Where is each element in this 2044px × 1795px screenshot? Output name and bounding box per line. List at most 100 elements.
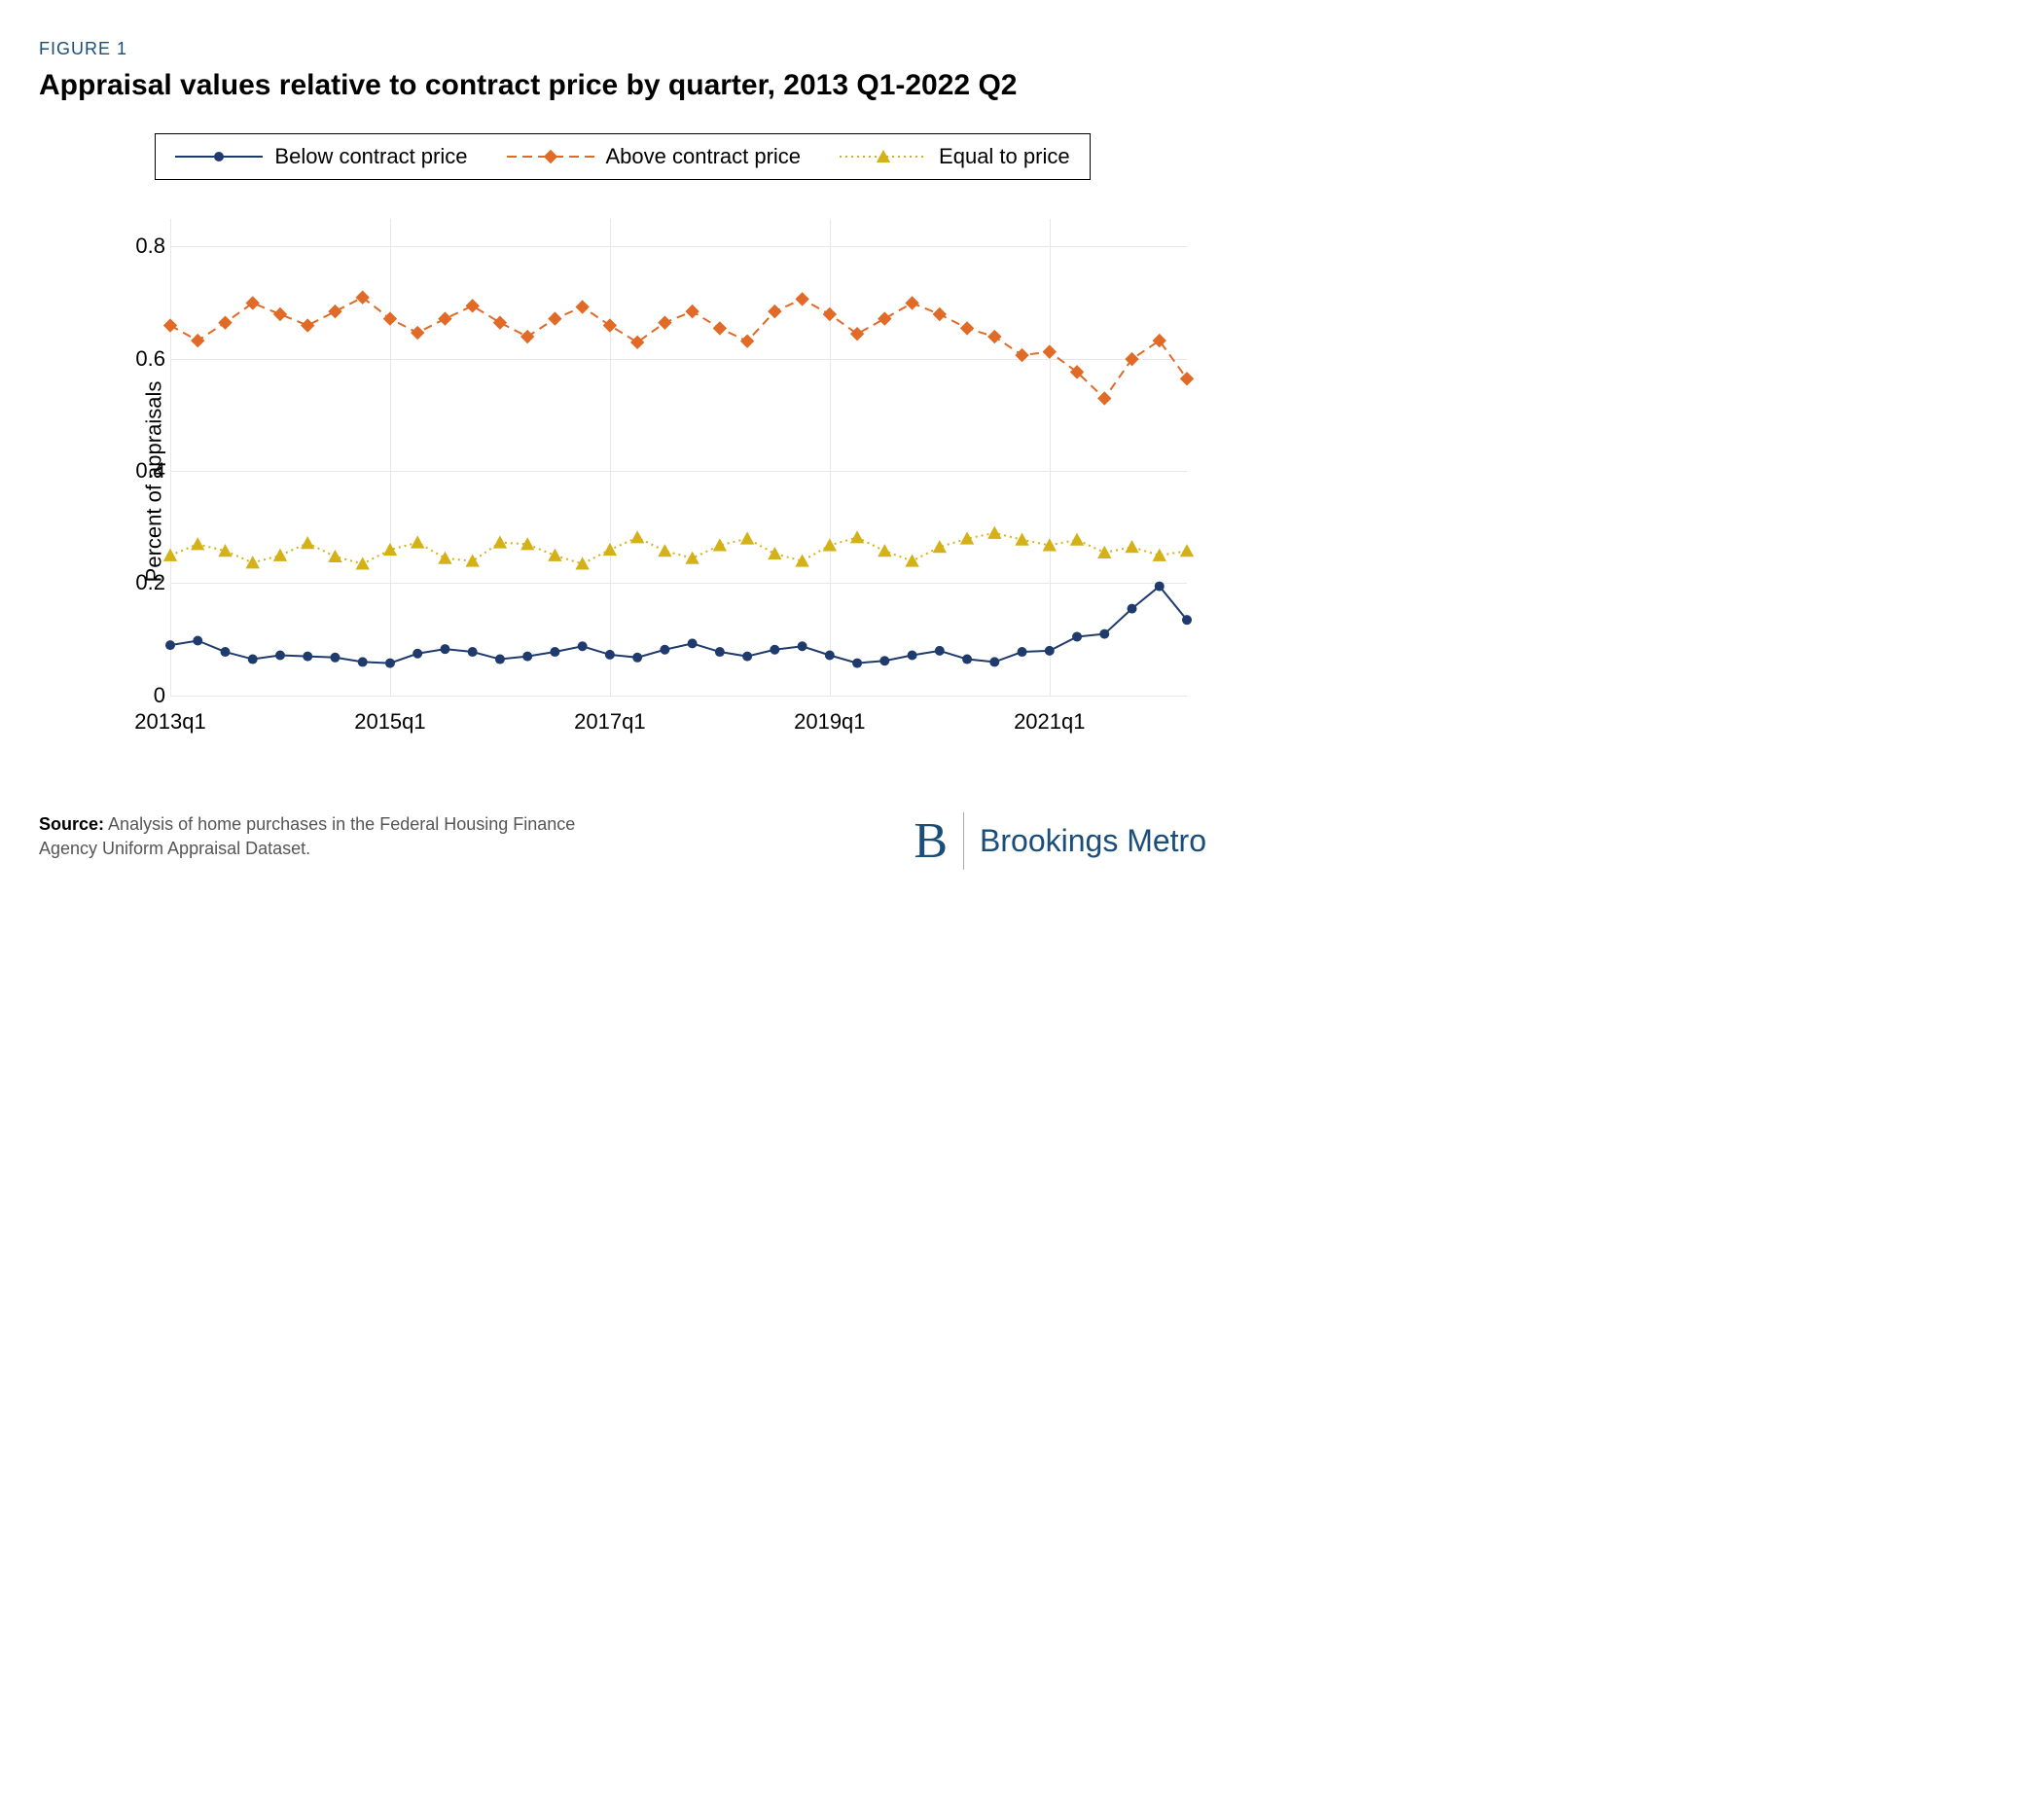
legend-swatch xyxy=(840,147,927,166)
y-tick-label: 0.8 xyxy=(126,233,165,259)
data-point xyxy=(630,530,644,543)
figure-label: FIGURE 1 xyxy=(39,39,1206,59)
series-line xyxy=(170,532,1187,563)
data-point xyxy=(713,321,727,335)
legend-label: Above contract price xyxy=(606,144,802,169)
brand-logo: B Brookings Metro xyxy=(914,812,1206,870)
data-point xyxy=(165,640,175,650)
data-point xyxy=(713,538,727,551)
legend-item: Equal to price xyxy=(840,144,1070,169)
chart-plot: 00.20.40.60.82013q12015q12017q12019q1202… xyxy=(170,219,1187,696)
data-point xyxy=(575,300,589,313)
data-point xyxy=(715,647,725,657)
data-point xyxy=(1015,347,1028,361)
y-tick-label: 0 xyxy=(126,683,165,708)
data-point xyxy=(603,542,617,555)
data-point xyxy=(960,321,974,335)
source-body: Analysis of home purchases in the Federa… xyxy=(39,814,575,858)
data-point xyxy=(768,546,781,558)
data-point xyxy=(962,654,972,664)
data-point xyxy=(495,654,505,664)
data-point xyxy=(795,554,808,566)
data-point xyxy=(770,644,779,654)
data-point xyxy=(301,536,314,549)
data-point xyxy=(275,650,285,660)
data-point xyxy=(191,537,204,550)
data-point xyxy=(220,647,230,657)
data-point xyxy=(1070,532,1084,545)
data-point xyxy=(935,645,945,655)
legend-item: Above contract price xyxy=(507,144,802,169)
data-point xyxy=(1182,615,1192,625)
figure-footer: Source: Analysis of home purchases in th… xyxy=(39,812,1206,870)
data-point xyxy=(1155,581,1165,591)
data-point xyxy=(742,651,752,661)
source-text: Source: Analysis of home purchases in th… xyxy=(39,812,584,861)
data-point xyxy=(795,292,808,305)
brand-letter: B xyxy=(914,812,964,870)
gridline-horizontal xyxy=(170,696,1187,697)
data-point xyxy=(660,644,669,654)
data-point xyxy=(1128,603,1137,613)
legend-swatch xyxy=(507,147,594,166)
x-tick-label: 2013q1 xyxy=(134,709,205,735)
y-tick-label: 0.6 xyxy=(126,346,165,372)
data-point xyxy=(987,329,1001,342)
data-point xyxy=(301,318,314,332)
data-point xyxy=(1125,351,1138,365)
source-label: Source: xyxy=(39,814,104,834)
legend-swatch xyxy=(175,147,263,166)
data-point xyxy=(440,644,449,654)
data-point xyxy=(520,329,534,342)
data-point xyxy=(632,652,642,662)
data-point xyxy=(303,651,312,661)
data-point xyxy=(685,551,699,563)
data-point xyxy=(191,333,204,346)
data-point xyxy=(908,650,917,660)
data-point xyxy=(933,540,947,553)
data-point xyxy=(412,648,422,658)
data-point xyxy=(768,304,781,317)
x-tick-label: 2019q1 xyxy=(794,709,865,735)
data-point xyxy=(798,641,807,651)
data-point xyxy=(989,657,999,666)
data-point xyxy=(823,306,837,320)
data-point xyxy=(1015,532,1028,545)
data-point xyxy=(630,335,644,348)
data-point xyxy=(1099,628,1109,638)
data-point xyxy=(850,530,864,543)
data-point xyxy=(878,544,891,556)
brand-name: Brookings Metro xyxy=(980,823,1206,859)
legend-item: Below contract price xyxy=(175,144,467,169)
data-point xyxy=(356,556,370,569)
y-tick-label: 0.4 xyxy=(126,458,165,484)
data-point xyxy=(1097,545,1111,557)
data-point xyxy=(438,551,451,563)
data-point xyxy=(1180,544,1194,556)
y-tick-label: 0.2 xyxy=(126,570,165,595)
x-tick-label: 2017q1 xyxy=(574,709,645,735)
data-point xyxy=(905,554,918,566)
data-point xyxy=(273,548,287,560)
data-point xyxy=(658,544,671,556)
data-point xyxy=(658,315,671,329)
data-point xyxy=(468,647,478,657)
data-point xyxy=(878,311,891,325)
data-point xyxy=(850,326,864,340)
data-point xyxy=(328,304,341,317)
legend-label: Below contract price xyxy=(274,144,467,169)
data-point xyxy=(248,654,258,664)
data-point xyxy=(578,641,588,651)
chart-legend: Below contract price Above contract price… xyxy=(155,133,1090,180)
data-point xyxy=(522,651,532,661)
data-point xyxy=(1097,391,1111,405)
data-point xyxy=(328,549,341,561)
data-point xyxy=(688,638,698,648)
series-line xyxy=(170,586,1187,663)
data-point xyxy=(987,525,1001,538)
data-point xyxy=(465,299,479,312)
data-point xyxy=(1153,333,1166,346)
data-point xyxy=(685,304,699,317)
data-point xyxy=(960,531,974,544)
data-point xyxy=(218,315,232,329)
